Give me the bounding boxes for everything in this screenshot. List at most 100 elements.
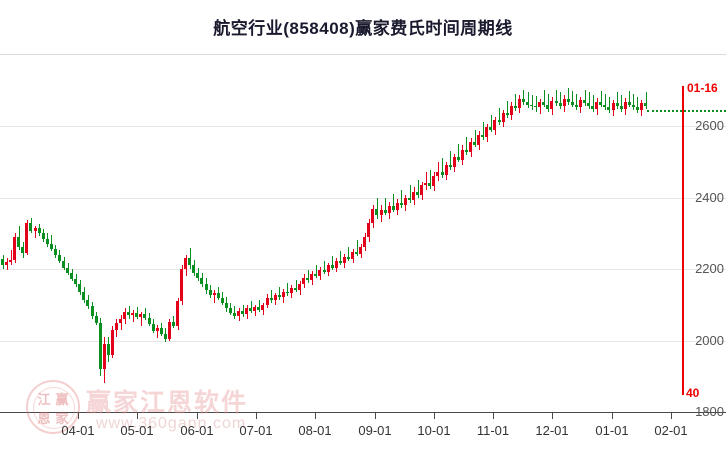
candle-body [310, 274, 314, 281]
x-axis-tick-12-01 [552, 412, 553, 419]
gridline-2200 [0, 269, 726, 270]
candle-wick [307, 270, 309, 284]
candle-body [139, 314, 143, 317]
candle-body [17, 236, 21, 247]
candle-body [631, 104, 635, 108]
candle-body [615, 103, 619, 106]
candle-wick [547, 93, 549, 112]
candle-body [176, 301, 179, 327]
y-axis-label-2200: 2200 [695, 261, 724, 276]
candle-body [66, 268, 70, 273]
candle-body [5, 261, 9, 265]
candle-body [428, 183, 432, 187]
x-axis-label-08-01: 08-01 [298, 423, 332, 438]
candle-body [448, 165, 452, 168]
candle-body [216, 292, 220, 298]
candle-body [342, 256, 346, 264]
candle-wick [425, 172, 427, 191]
candle-wick [429, 169, 431, 189]
candle-wick [535, 95, 537, 112]
x-axis-tick-11-01 [493, 412, 494, 419]
candle-body [570, 101, 574, 105]
candle-body [306, 277, 310, 281]
candle-body [200, 278, 204, 284]
candle-body [90, 306, 94, 317]
candle-wick [157, 325, 159, 339]
candle-body [253, 306, 257, 312]
candle-body [29, 222, 33, 232]
candle-wick [507, 100, 509, 119]
x-axis-tick-07-01 [256, 412, 257, 419]
cycle-vertical-line [682, 86, 684, 395]
candle-body [509, 105, 513, 116]
candle-body [237, 311, 241, 317]
candle-wick [584, 89, 586, 106]
candle-body [607, 107, 611, 111]
candle-body [184, 258, 188, 269]
x-axis-tick-08-01 [315, 412, 316, 419]
candle-wick [376, 197, 378, 219]
candle-wick [250, 301, 252, 314]
candle-body [220, 297, 224, 303]
candle-body [326, 265, 330, 272]
candle-wick [515, 93, 517, 111]
candle-body [294, 287, 298, 290]
candle-body [21, 246, 25, 253]
candle-body [583, 100, 586, 104]
candle-wick [120, 315, 122, 330]
candle-wick [348, 246, 350, 262]
candle-body [416, 191, 420, 196]
y-axis-label-2000: 2000 [695, 333, 724, 348]
candle-body [208, 290, 212, 296]
candle-body [45, 238, 49, 244]
candle-wick [531, 94, 533, 111]
candle-body [578, 100, 582, 108]
candle-wick [271, 290, 273, 304]
candle-body [346, 256, 350, 259]
candle-body [330, 265, 334, 268]
candle-body [318, 269, 322, 277]
candle-body [391, 206, 395, 210]
candle-body [265, 297, 269, 306]
candle-wick [499, 108, 501, 126]
candle-body [13, 236, 17, 261]
candle-body [155, 328, 159, 332]
candle-body [338, 261, 342, 264]
candle-wick [287, 283, 289, 297]
x-axis-tick-01-01 [612, 412, 613, 419]
candle-body [167, 321, 171, 340]
candle-body [151, 324, 155, 332]
candle-body [212, 292, 216, 296]
candle-body [289, 287, 293, 294]
candle-body [554, 100, 558, 104]
x-axis-tick-02-01 [671, 412, 672, 419]
candle-body [322, 269, 326, 272]
candle-wick [588, 92, 590, 109]
candle-wick [51, 234, 53, 252]
candle-body [493, 120, 497, 130]
candle-body [371, 208, 375, 223]
candle-body [334, 261, 338, 268]
candle-wick [617, 92, 619, 109]
x-axis-label-07-01: 07-01 [239, 423, 273, 438]
candle-body [623, 101, 627, 109]
candle-body [163, 334, 167, 340]
candle-wick [458, 143, 460, 163]
candle-body [595, 101, 599, 109]
candle-wick [279, 286, 281, 300]
seal-logo-icon: 江 赢 恩 家 [26, 380, 80, 434]
candle-wick [356, 240, 358, 257]
candle-body [171, 321, 175, 327]
candle-body [481, 134, 485, 138]
candle-body [159, 328, 163, 335]
candle-body [1, 258, 4, 265]
candle-wick [482, 122, 484, 141]
candle-body [412, 191, 416, 201]
candle-body [228, 308, 232, 313]
candle-body [261, 305, 265, 310]
candle-body [440, 172, 444, 176]
candle-body [232, 312, 236, 317]
candle-wick [576, 93, 578, 111]
candle-wick [592, 95, 594, 112]
